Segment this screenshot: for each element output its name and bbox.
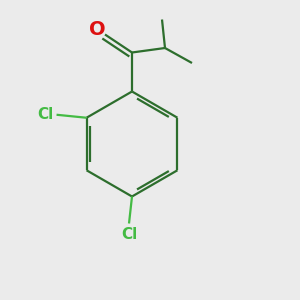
- Text: O: O: [89, 20, 106, 39]
- Text: Cl: Cl: [121, 227, 137, 242]
- Text: Cl: Cl: [37, 107, 53, 122]
